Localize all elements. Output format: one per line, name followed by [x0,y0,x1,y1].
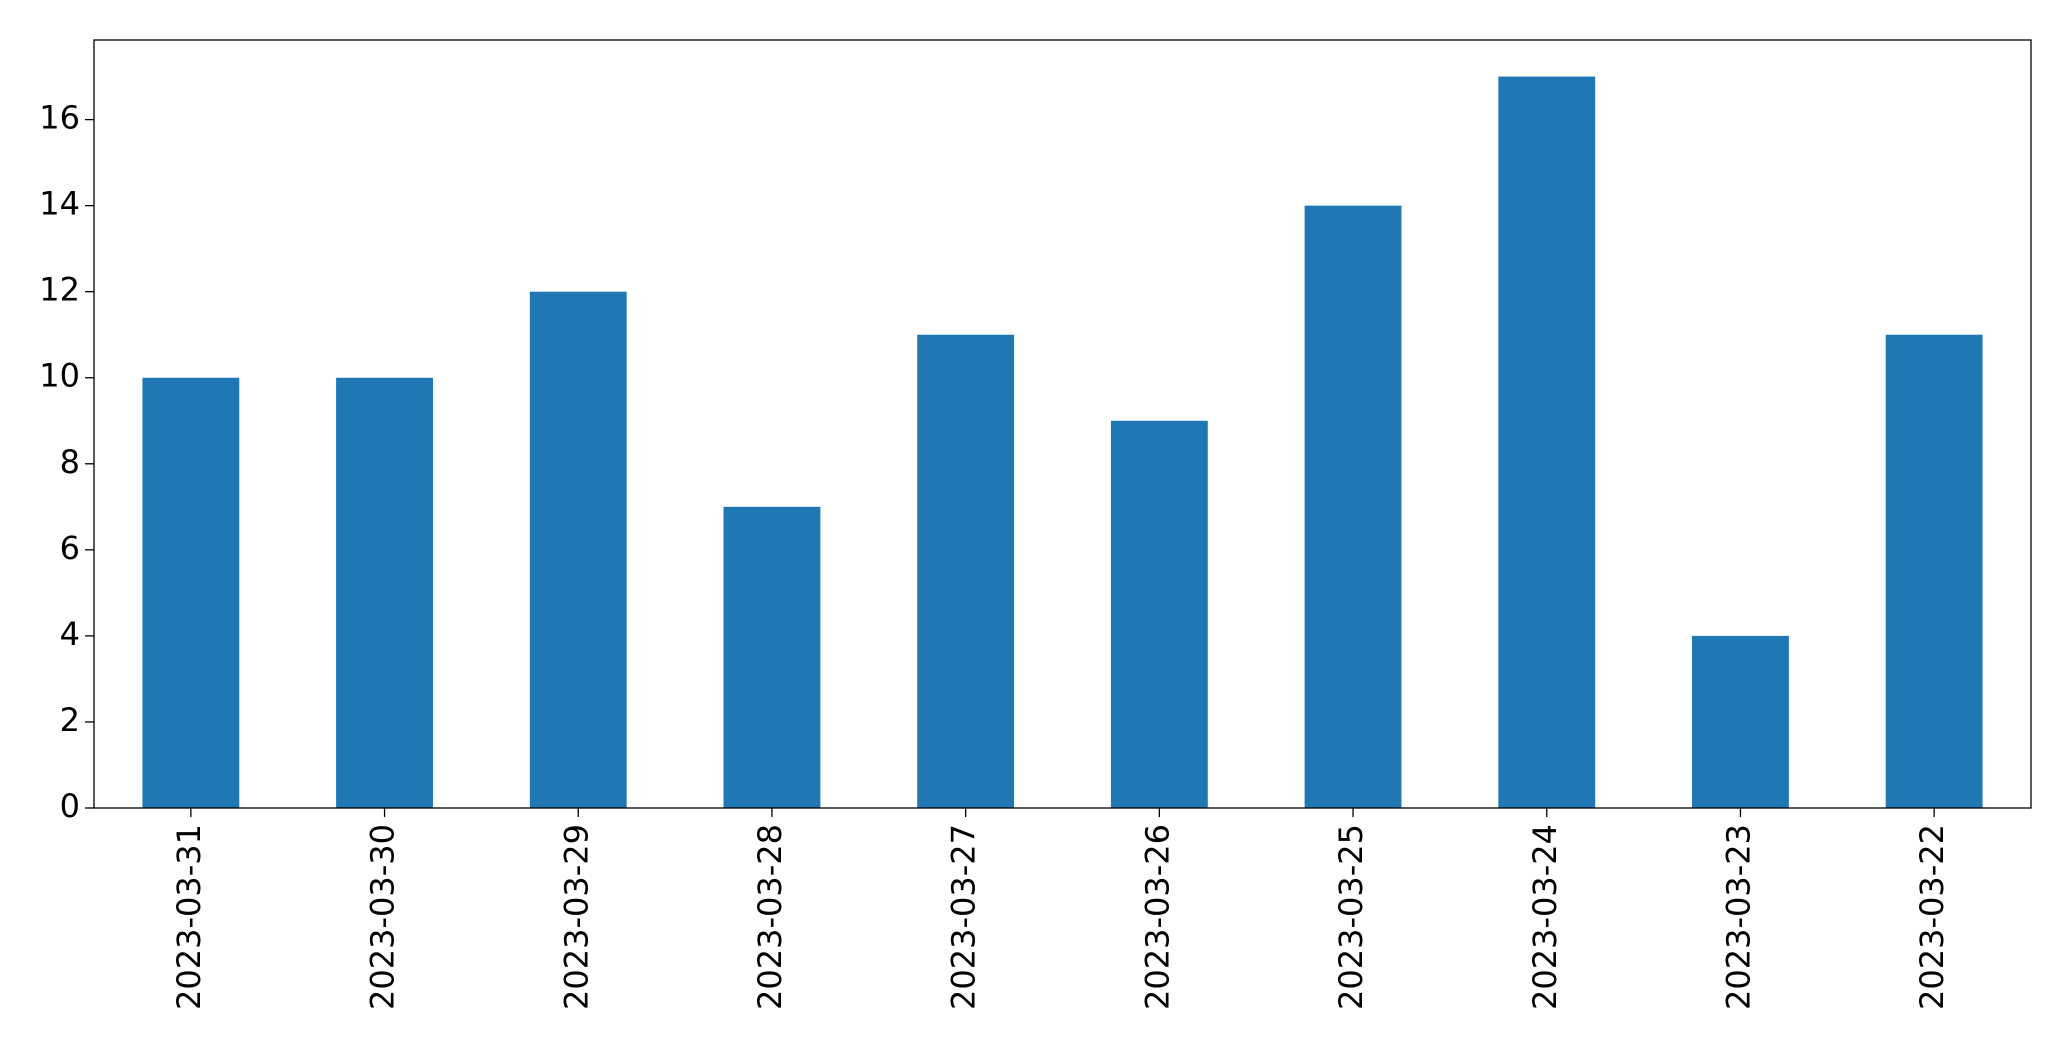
bar [917,334,1015,808]
x-tick-label: 2023-03-24 [1526,824,1564,1010]
x-tick-label: 2023-03-30 [364,824,402,1010]
x-tick-label: 2023-03-22 [1913,824,1951,1010]
y-tick-label: 0 [60,787,80,825]
bar [529,291,627,808]
bar [723,506,821,808]
y-tick-label: 4 [60,615,80,653]
bar [1110,420,1208,808]
y-tick-label: 14 [39,185,80,223]
y-tick-label: 12 [39,271,80,309]
y-tick-label: 6 [60,529,80,567]
x-tick-label: 2023-03-23 [1719,824,1757,1010]
x-tick-label: 2023-03-26 [1138,824,1176,1010]
bar [1885,334,1983,808]
x-tick-label: 2023-03-28 [751,824,789,1010]
plot-frame [93,39,2032,809]
bar [142,377,240,808]
y-tick-label: 10 [39,357,80,395]
bar [1498,76,1596,809]
bar [1692,635,1789,808]
y-tick-label: 8 [60,443,80,481]
x-tick-label: 2023-03-31 [170,824,208,1010]
x-tick-label: 2023-03-29 [557,824,595,1010]
y-tick-label: 16 [39,99,80,137]
bar [1304,205,1402,808]
bar [336,377,433,808]
y-tick-label: 2 [60,701,80,739]
x-tick-label: 2023-03-27 [945,824,983,1010]
x-tick-label: 2023-03-25 [1332,824,1370,1010]
